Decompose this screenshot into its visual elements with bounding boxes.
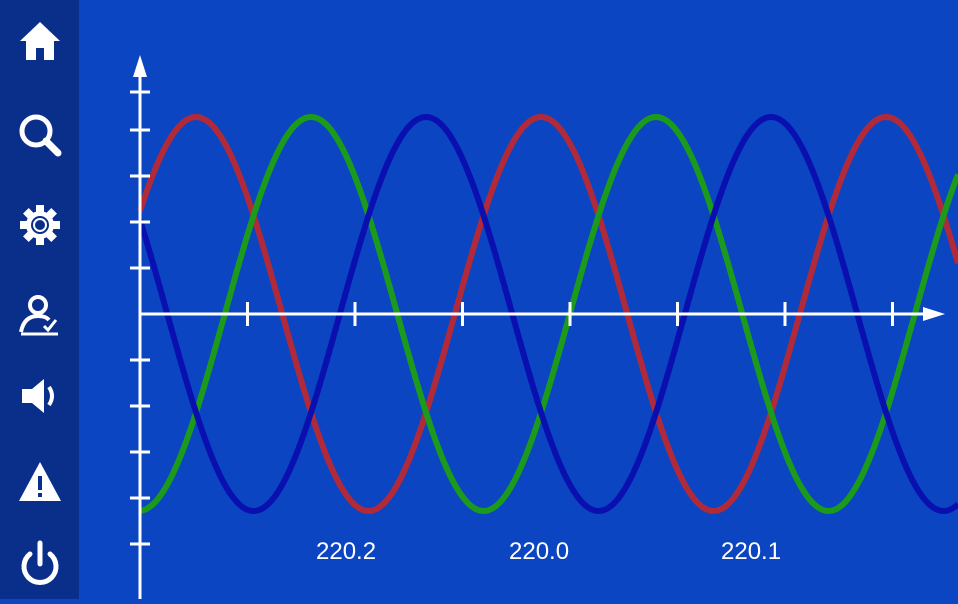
readout-green: 220.0 <box>509 538 570 565</box>
series-line-3 <box>137 114 958 514</box>
readout-blue: 220.1 <box>721 538 782 565</box>
sidebar <box>0 0 79 599</box>
series-line-1 <box>137 114 958 514</box>
search-icon <box>19 114 61 157</box>
warning-icon <box>18 462 61 501</box>
nav-power[interactable] <box>0 533 79 595</box>
readout-red: 220.2 <box>316 538 377 565</box>
nav-settings[interactable] <box>0 194 79 256</box>
nav-user[interactable] <box>0 285 79 347</box>
x-axis-arrow <box>923 307 945 321</box>
nav-sound[interactable] <box>0 365 79 427</box>
y-axis-arrow <box>133 55 147 77</box>
home-icon <box>19 22 60 60</box>
power-icon <box>21 540 58 585</box>
nav-alarm[interactable] <box>0 451 79 513</box>
series-line-2 <box>139 114 958 514</box>
waveform-plot <box>79 0 958 599</box>
nav-home[interactable] <box>0 10 79 72</box>
gear-icon <box>19 205 60 245</box>
waveform-chart <box>130 55 958 599</box>
nav-search[interactable] <box>0 104 79 166</box>
speaker-icon <box>21 379 54 413</box>
user-check-icon <box>18 295 58 336</box>
